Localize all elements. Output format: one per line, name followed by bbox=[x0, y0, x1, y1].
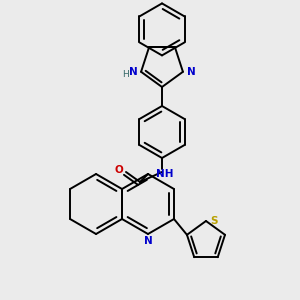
Text: S: S bbox=[210, 216, 218, 226]
Text: N: N bbox=[187, 67, 195, 77]
Text: NH: NH bbox=[156, 169, 174, 179]
Text: N: N bbox=[144, 236, 152, 246]
Text: H: H bbox=[122, 70, 128, 79]
Text: N: N bbox=[129, 67, 137, 77]
Text: O: O bbox=[115, 165, 123, 175]
